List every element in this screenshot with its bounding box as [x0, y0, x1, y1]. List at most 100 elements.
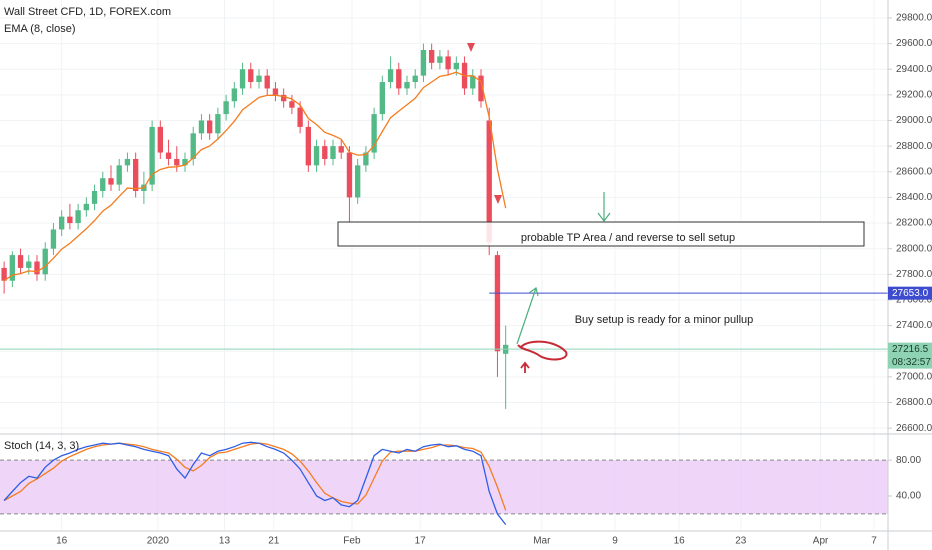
candle-body: [445, 56, 451, 70]
labels: 16 2020 13 21 Feb 17 Mar 9 16 23 Apr 7 29800.0 29600.…: [56, 13, 932, 547]
line-series: [3, 71, 507, 282]
x-tick-label: Apr: [813, 536, 829, 547]
marks: [0, 43, 888, 525]
price-badge-label: 27653.0: [892, 288, 929, 299]
candle-body: [215, 114, 221, 134]
candle-body: [34, 261, 40, 275]
candle-body: [124, 158, 131, 166]
y-tick-label: 26600.0: [896, 423, 932, 434]
up-marker: [520, 361, 530, 373]
x-tick-label: 16: [56, 536, 68, 547]
candle-body: [486, 120, 492, 243]
candle-body: [17, 255, 24, 268]
candle-body: [91, 191, 98, 204]
x-tick-label: 21: [268, 536, 280, 547]
annotation: probable TP Area / and reverse to sell s…: [521, 232, 735, 244]
candle-body: [412, 75, 418, 83]
candle-body: [322, 146, 328, 159]
x-tick-label: 17: [415, 536, 427, 547]
candle-body: [256, 75, 262, 83]
x-tick-label: 7: [871, 536, 877, 547]
candle-body: [116, 165, 122, 185]
candle-body: [354, 165, 361, 198]
candle-body: [165, 152, 172, 159]
candle-body: [305, 126, 312, 166]
tp-area-box: [337, 221, 865, 247]
y-tick-label: 27600.0: [896, 295, 932, 306]
candle-body: [330, 146, 336, 159]
candle-body: [1, 267, 7, 281]
x-tick-label: 2020: [147, 536, 170, 547]
y-tick-label: 27000.0: [896, 372, 932, 383]
y-tick-label: 80.00: [896, 455, 921, 466]
indicator-label: EMA (8, close): [4, 23, 76, 35]
candle-body: [338, 146, 344, 153]
candle-body: [198, 120, 205, 134]
candle-body: [289, 101, 295, 108]
y-tick-label: 29800.0: [896, 13, 932, 24]
candle-body: [50, 229, 57, 249]
candle-body: [58, 216, 65, 230]
x-tick-label: 13: [219, 536, 231, 547]
x-tick-label: Mar: [533, 536, 551, 547]
candle-body: [297, 107, 303, 127]
price-badge: [888, 342, 932, 369]
stoch-title: Stoch (14, 3, 3): [4, 440, 79, 452]
candle-body: [67, 216, 73, 224]
candle-body: [174, 158, 180, 166]
candle-body: [428, 49, 435, 63]
candle-body: [132, 158, 139, 192]
candle-body: [453, 62, 460, 70]
candle-body: [272, 88, 279, 95]
candle-body: [100, 178, 106, 192]
y-tick-label: 28000.0: [896, 243, 932, 254]
candle-body: [470, 75, 476, 89]
candle-body: [42, 248, 48, 275]
x-tick-label: Feb: [343, 536, 361, 547]
candle-body: [9, 255, 16, 281]
y-tick-label: 28600.0: [896, 166, 932, 177]
candle-body: [248, 69, 254, 83]
candle-body: [223, 101, 229, 115]
y-tick-label: 29400.0: [896, 64, 932, 75]
price-badge: [888, 286, 932, 300]
candle-body: [239, 69, 246, 89]
candle-body: [149, 126, 155, 185]
y-tick-label: 27400.0: [896, 320, 932, 331]
annotation: Buy setup is ready for a minor pullup: [575, 314, 754, 326]
candle-body: [379, 82, 386, 115]
candle-body: [190, 133, 196, 159]
candle-body: [26, 261, 32, 268]
candle-body: [387, 69, 394, 83]
line-series: [3, 441, 507, 525]
candle-body: [313, 146, 320, 166]
chart-title: Wall Street CFD, 1D, FOREX.com: [4, 6, 171, 18]
candle-body: [157, 126, 164, 153]
band-fill: [0, 460, 888, 514]
y-tick-label: 29000.0: [896, 115, 932, 126]
down-markers: [467, 43, 502, 204]
y-tick-label: 40.00: [896, 491, 921, 502]
y-tick-label: 29600.0: [896, 38, 932, 49]
y-tick-label: 28800.0: [896, 141, 932, 152]
y-tick-label: 28200.0: [896, 218, 932, 229]
candle-body: [404, 82, 410, 89]
candle-body: [346, 152, 353, 198]
candle-body: [280, 94, 287, 102]
price-badge-label: 27216.5: [892, 344, 929, 355]
y-tick-label: 26800.0: [896, 397, 932, 408]
x-tick-label: 16: [674, 536, 686, 547]
green-arrows: [516, 192, 611, 345]
countdown: 08:32:57: [892, 357, 931, 368]
grid: [0, 0, 888, 530]
x-tick-label: 9: [612, 536, 618, 547]
y-tick-label: 29200.0: [896, 90, 932, 101]
candle-body: [420, 49, 427, 76]
candle-body: [363, 152, 369, 166]
y-tick-label: 27800.0: [896, 269, 932, 280]
candle-body: [437, 56, 443, 63]
candle-body: [494, 255, 501, 352]
candle-body: [264, 75, 270, 89]
